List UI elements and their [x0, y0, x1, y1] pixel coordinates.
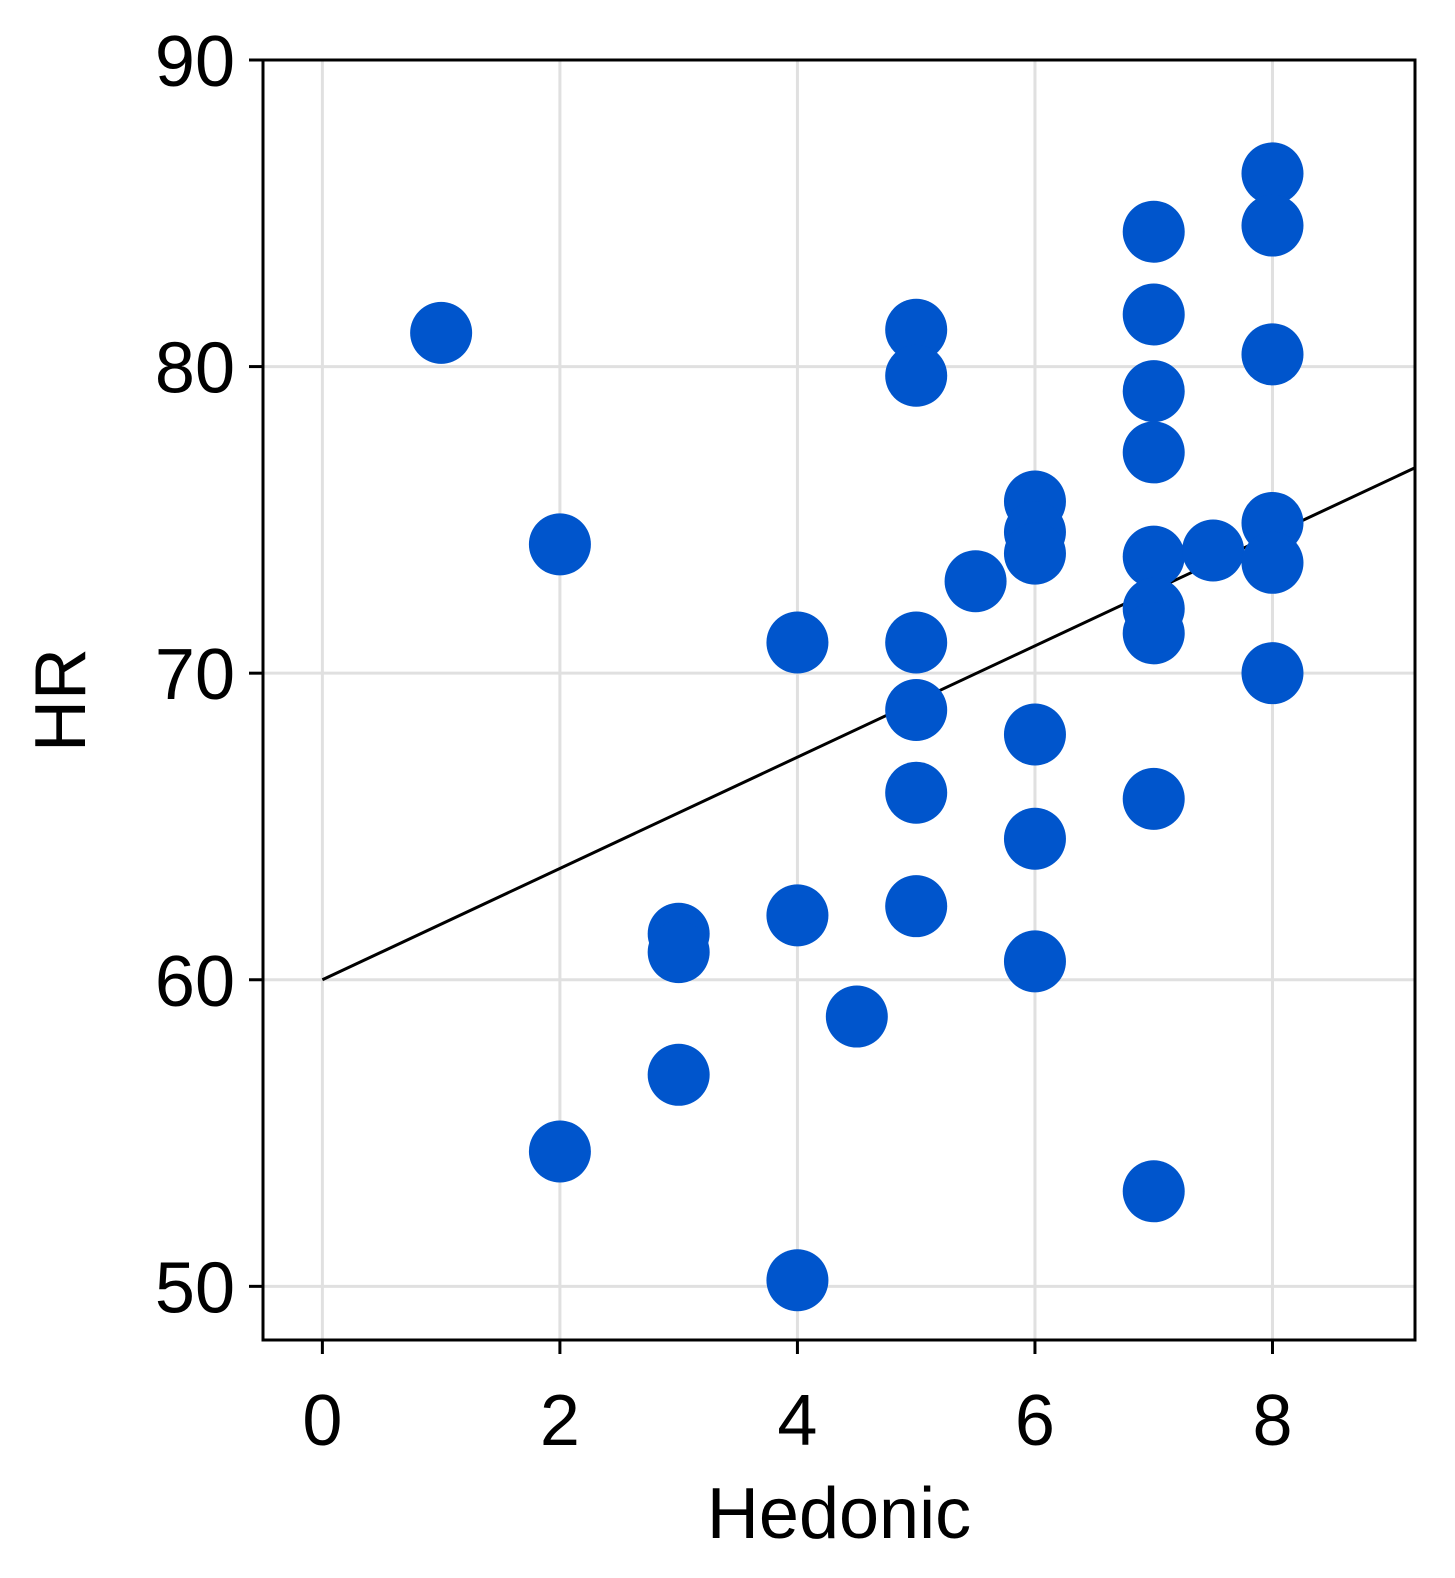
data-point-25 [1122, 360, 1185, 423]
y-axis-ticks: 50 60 70 80 90 [155, 22, 263, 1328]
y-axis-label: HR [21, 648, 101, 752]
data-point-8 [766, 1249, 829, 1312]
x-tick-label: 4 [777, 1381, 817, 1461]
data-point-4 [647, 921, 710, 984]
data-point-16 [944, 550, 1007, 613]
y-tick-label: 70 [155, 635, 235, 715]
x-axis-ticks: 0 2 4 6 8 [302, 1340, 1293, 1461]
data-point-35 [1241, 323, 1304, 386]
data-point-5 [647, 1043, 710, 1106]
data-point-14 [885, 761, 948, 824]
x-tick-label: 8 [1252, 1381, 1292, 1461]
data-point-34 [1241, 194, 1304, 257]
data-points [410, 142, 1304, 1312]
data-point-0 [410, 301, 473, 364]
y-tick-label: 50 [155, 1248, 235, 1328]
data-point-32 [1182, 519, 1245, 582]
plot-frame [261, 58, 1417, 1342]
data-point-9 [825, 985, 888, 1048]
y-tick-label: 80 [155, 329, 235, 409]
data-point-7 [766, 884, 829, 947]
data-point-21 [1003, 807, 1066, 870]
data-point-15 [885, 875, 948, 938]
data-point-31 [1122, 1160, 1185, 1223]
data-point-29 [1122, 602, 1185, 665]
data-point-10 [885, 298, 948, 361]
data-point-37 [1241, 531, 1304, 594]
data-point-26 [1122, 421, 1185, 484]
data-point-1 [528, 513, 591, 576]
data-point-6 [766, 611, 829, 674]
data-point-38 [1241, 642, 1304, 705]
data-point-22 [1003, 930, 1066, 993]
grid [263, 58, 1415, 1340]
x-tick-label: 0 [302, 1381, 342, 1461]
y-tick-label: 90 [155, 22, 235, 102]
x-tick-label: 2 [540, 1381, 580, 1461]
data-point-19 [1003, 522, 1066, 585]
data-point-27 [1122, 525, 1185, 588]
data-point-2 [528, 1120, 591, 1183]
data-point-33 [1241, 142, 1304, 205]
data-point-12 [885, 611, 948, 674]
data-point-11 [885, 344, 948, 407]
data-point-20 [1003, 703, 1066, 766]
data-point-24 [1122, 283, 1185, 346]
x-tick-label: 6 [1015, 1381, 1055, 1461]
data-point-13 [885, 678, 948, 741]
x-axis-label: Hedonic [707, 1474, 971, 1554]
y-tick-label: 60 [155, 942, 235, 1022]
data-point-30 [1122, 767, 1185, 830]
data-point-23 [1122, 200, 1185, 263]
